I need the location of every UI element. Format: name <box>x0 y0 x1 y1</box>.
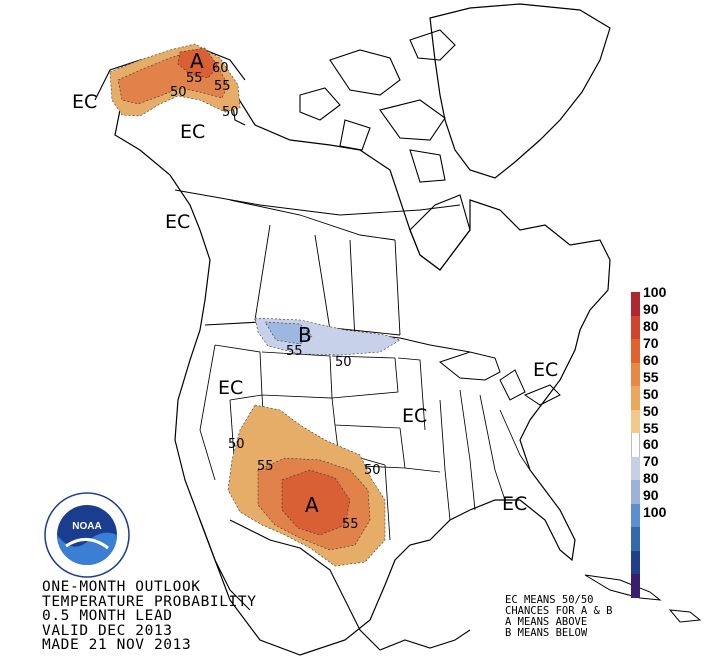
caribbean-islands <box>584 574 702 623</box>
contour-label-plains-55: 55 <box>286 344 303 359</box>
colorbar-cell <box>631 503 640 527</box>
ec-label-yukon: EC <box>180 121 205 143</box>
contour-label-plains-50: 50 <box>335 355 352 370</box>
contour-label-sw-55a: 55 <box>257 459 274 474</box>
colorbar-cell <box>631 527 640 551</box>
colorbar-cell <box>631 409 640 433</box>
contour-label-sw-50a: 50 <box>228 437 245 452</box>
contour-label-alaska-50b: 50 <box>222 105 239 120</box>
ec-label-northwest: EC <box>218 377 243 399</box>
contour-label-sw-50b: 50 <box>364 463 381 478</box>
colorbar-label: 100 <box>643 284 667 300</box>
colorbar-cell <box>631 433 640 457</box>
noaa-logo-text: NOAA <box>72 521 101 532</box>
colorbar-cell <box>631 574 640 598</box>
probability-colorbar <box>631 292 640 598</box>
greenland-outline <box>429 3 611 179</box>
colorbar-cell <box>631 362 640 386</box>
caption-title: ONE-MONTH OUTLOOK <box>42 579 201 595</box>
below-label-plains: B <box>298 323 312 347</box>
contour-label-alaska-55b: 55 <box>214 79 231 94</box>
noaa-logo: NOAA <box>44 492 130 578</box>
ec-label-southeast: EC <box>502 493 527 515</box>
outlook-caption: ONE-MONTH OUTLOOK TEMPERATURE PROBABILIT… <box>42 580 257 653</box>
hudson-bay <box>409 194 471 271</box>
colorbar-label: 55 <box>643 368 659 385</box>
province-boundaries <box>229 199 401 341</box>
legend-note-line-1: EC MEANS 50/50 <box>505 594 594 606</box>
legend-note-line-3: A MEANS ABOVE <box>505 616 588 628</box>
colorbar-cell <box>631 292 640 316</box>
legend-note-line-4: B MEANS BELOW <box>505 627 588 639</box>
caption-valid: VALID DEC 2013 <box>42 622 173 639</box>
colorbar-cell <box>631 386 640 410</box>
plains-below-55 <box>264 321 313 345</box>
ec-label-northeast: EC <box>533 359 558 381</box>
colorbar-cell <box>631 480 640 504</box>
ec-label-midwest: EC <box>402 405 427 427</box>
colorbar-cell <box>631 339 640 363</box>
caption-variable: TEMPERATURE PROBABILITY <box>42 593 257 610</box>
colorbar-label: 50 <box>643 402 659 419</box>
legend-note: EC MEANS 50/50 CHANCES FOR A & B A MEANS… <box>505 595 612 639</box>
contour-label-alaska-50a: 50 <box>170 85 187 100</box>
colorbar-label: 80 <box>643 317 659 334</box>
colorbar-label: 55 <box>643 419 659 436</box>
colorbar-label: 60 <box>643 351 659 368</box>
colorbar-label: 50 <box>643 385 659 402</box>
colorbar-cell <box>631 550 640 574</box>
colorbar-label: 80 <box>643 470 659 487</box>
colorbar-label: 100 <box>643 504 667 521</box>
contour-label-sw-55b: 55 <box>342 517 359 532</box>
colorbar-label: 70 <box>643 453 659 470</box>
latitude-line <box>174 189 461 216</box>
above-label-southwest: A <box>305 493 319 517</box>
above-label-alaska: A <box>190 49 204 73</box>
colorbar-label: 90 <box>643 300 659 317</box>
alaska-above-60 <box>177 47 219 79</box>
southwest-above-60 <box>281 469 351 536</box>
ec-label-alaska-west: EC <box>72 91 97 113</box>
colorbar-label: 60 <box>643 436 659 453</box>
colorbar-label: 90 <box>643 487 659 504</box>
contour-label-alaska-60: 60 <box>212 61 229 76</box>
legend-note-line-2: CHANCES FOR A & B <box>505 605 613 617</box>
ec-label-bc: EC <box>165 211 190 233</box>
arctic-islands <box>299 29 456 183</box>
caption-made: MADE 21 NOV 2013 <box>42 637 192 653</box>
colorbar-cell <box>631 315 640 339</box>
colorbar-cell <box>631 456 640 480</box>
caption-lead: 0.5 MONTH LEAD <box>42 608 173 624</box>
colorbar-labels: 100 90 80 70 60 55 50 50 55 60 70 80 90 100 <box>643 284 666 521</box>
mexico-outline <box>199 519 471 651</box>
colorbar-label: 70 <box>643 334 659 351</box>
contour-label-alaska-55a: 55 <box>186 71 203 86</box>
